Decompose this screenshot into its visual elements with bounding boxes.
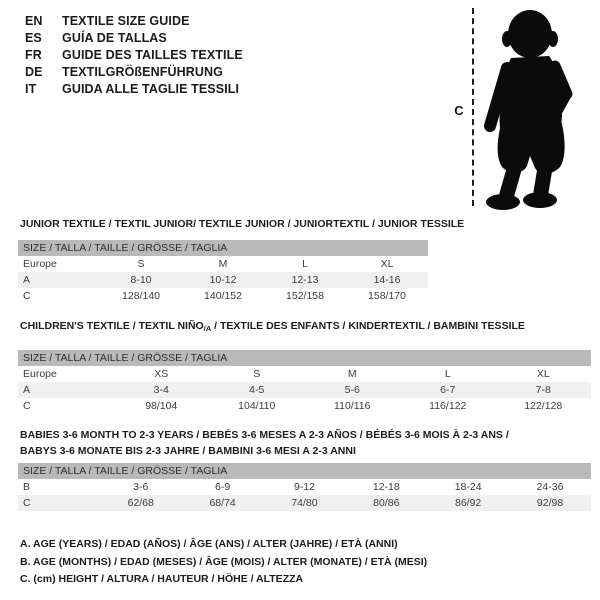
table-cell: XS (154, 368, 169, 380)
table-row-europe: Europe S M L XL (18, 256, 428, 272)
table-cell: 12-13 (291, 274, 319, 286)
table-cell: 68/74 (209, 497, 236, 509)
table-cell: S (137, 258, 145, 270)
note-age-years: A. AGE (YEARS) / EDAD (AÑOS) / ÂGE (ANS)… (20, 538, 398, 550)
size-header-band: SIZE / TALLA / TAILLE / GRÖSSE / TAGLIA (18, 350, 591, 366)
table-cell: 104/110 (238, 400, 276, 412)
guide-title-es: GUÍA DE TALLAS (62, 31, 167, 45)
table-cell: 5-6 (344, 384, 360, 396)
table-cell: 12-18 (372, 481, 400, 493)
lang-row-de: DE TEXTILGRÖßENFÜHRUNG (25, 64, 243, 81)
junior-section-title: JUNIOR TEXTILE / TEXTIL JUNIOR/ TEXTILE … (20, 218, 465, 230)
table-cell: 8-10 (130, 274, 152, 286)
row-label: Europe (23, 258, 57, 270)
children-section-title: CHILDREN'S TEXTILE / TEXTIL NIÑO/A / TEX… (18, 320, 591, 335)
children-size-table: SIZE / TALLA / TAILLE / GRÖSSE / TAGLIA … (18, 350, 591, 414)
lang-code: ES (25, 31, 42, 45)
baby-silhouette-image (484, 10, 573, 210)
size-header-band: SIZE / TALLA / TAILLE / GRÖSSE / TAGLIA (18, 240, 428, 256)
table-cell: XL (536, 368, 550, 380)
children-title-pre: CHILDREN'S TEXTILE / TEXTIL NIÑO (20, 320, 204, 332)
row-label: A (23, 384, 31, 396)
babies-section: BABIES 3-6 MONTH TO 2-3 YEARS / BEBÉS 3-… (18, 427, 591, 511)
lang-row-it: IT GUIDA ALLE TAGLIE TESSILI (25, 81, 243, 98)
table-row-age: A 3-4 4-5 5-6 6-7 7-8 (18, 382, 591, 398)
table-cell: 4-5 (249, 384, 265, 396)
table-row-age-months: B 3-6 6-9 9-12 12-18 18-24 24-36 (18, 479, 591, 495)
legend-notes: A. AGE (YEARS) / EDAD (AÑOS) / ÂGE (ANS)… (20, 536, 427, 589)
table-cell: 86/92 (455, 497, 482, 509)
table-cell: 6-7 (440, 384, 456, 396)
table-cell: XL (380, 258, 394, 270)
lang-code: EN (25, 14, 43, 28)
table-cell: 98/104 (145, 400, 178, 412)
baby-head (508, 10, 552, 58)
table-cell: 116/122 (429, 400, 467, 412)
table-cell: 3-6 (133, 481, 149, 493)
height-dashed-line (472, 8, 474, 206)
table-row-europe: Europe XS S M L XL (18, 366, 591, 382)
lang-row-fr: FR GUIDE DES TAILLES TEXTILE (25, 47, 243, 64)
row-label: Europe (23, 368, 57, 380)
guide-title-fr: GUIDE DES TAILLES TEXTILE (62, 48, 243, 62)
row-label: A (23, 274, 31, 286)
table-cell: 140/152 (204, 290, 242, 302)
note-age-months: B. AGE (MONTHS) / EDAD (MESES) / ÂGE (MO… (20, 555, 428, 568)
table-cell: 74/80 (291, 497, 318, 509)
table-cell: 122/128 (524, 400, 563, 412)
table-cell: 158/170 (368, 290, 406, 302)
table-cell: 9-12 (293, 481, 315, 493)
table-row-height: C 62/68 68/74 74/80 80/86 86/92 92/98 (18, 495, 591, 511)
row-label: B (23, 481, 31, 493)
table-cell: L (302, 258, 308, 270)
guide-title-en: TEXTILE SIZE GUIDE (62, 14, 190, 28)
table-cell: 7-8 (535, 384, 551, 396)
row-label: C (23, 497, 31, 509)
babies-title-line2: BABYS 3-6 MONATE BIS 2-3 JAHRE / BAMBINI… (20, 445, 356, 457)
lang-code: DE (25, 65, 43, 79)
children-section: CHILDREN'S TEXTILE / TEXTIL NIÑO/A / TEX… (18, 320, 591, 414)
lang-code: IT (25, 82, 37, 96)
children-title-sub: /A (203, 324, 212, 333)
row-label: C (23, 290, 31, 302)
table-cell: M (218, 258, 228, 270)
table-cell: 3-4 (153, 384, 169, 396)
table-cell: 128/140 (122, 290, 160, 302)
row-label: C (23, 400, 31, 412)
junior-size-table: SIZE / TALLA / TAILLE / GRÖSSE / TAGLIA … (18, 240, 428, 304)
table-cell: 80/86 (373, 497, 400, 509)
babies-section-title: BABIES 3-6 MONTH TO 2-3 YEARS / BEBÉS 3-… (18, 427, 591, 459)
table-cell: 24-36 (536, 481, 564, 493)
table-cell: 110/116 (334, 400, 371, 412)
table-row-height: C 128/140 140/152 152/158 158/170 (18, 288, 428, 304)
babies-size-table: SIZE / TALLA / TAILLE / GRÖSSE / TAGLIA … (18, 463, 591, 511)
babies-title-line1: BABIES 3-6 MONTH TO 2-3 YEARS / BEBÉS 3-… (20, 429, 509, 441)
table-cell: S (253, 368, 261, 380)
table-cell: 92/98 (536, 497, 564, 509)
table-row-height: C 98/104 104/110 110/116 116/122 122/128 (18, 398, 591, 414)
children-title-post: / TEXTILE DES ENFANTS / KINDERTEXTIL / B… (211, 320, 525, 332)
guide-title-de: TEXTILGRÖßENFÜHRUNG (62, 65, 223, 79)
lang-code: FR (25, 48, 42, 62)
table-row-age: A 8-10 10-12 12-13 14-16 (18, 272, 428, 288)
table-cell: 6-9 (215, 481, 231, 493)
table-cell: 14-16 (373, 274, 401, 286)
lang-row-es: ES GUÍA DE TALLAS (25, 30, 243, 47)
junior-section: JUNIOR TEXTILE / TEXTIL JUNIOR/ TEXTILE … (18, 218, 464, 304)
table-cell: 152/158 (286, 290, 324, 302)
table-cell: 18-24 (454, 481, 482, 493)
table-cell: L (444, 368, 451, 380)
table-cell: 10-12 (209, 274, 237, 286)
language-title-block: EN TEXTILE SIZE GUIDE ES GUÍA DE TALLAS … (25, 13, 243, 98)
table-cell: 62/68 (127, 497, 154, 509)
guide-title-it: GUIDA ALLE TAGLIE TESSILI (62, 82, 240, 96)
height-marker-label: C (454, 103, 464, 118)
table-cell: M (347, 368, 357, 380)
lang-row-en: EN TEXTILE SIZE GUIDE (25, 13, 243, 30)
size-header-band: SIZE / TALLA / TAILLE / GRÖSSE / TAGLIA (18, 463, 591, 479)
note-height-cm: C. (cm) HEIGHT / ALTURA / HAUTEUR / HÖHE… (20, 573, 304, 585)
